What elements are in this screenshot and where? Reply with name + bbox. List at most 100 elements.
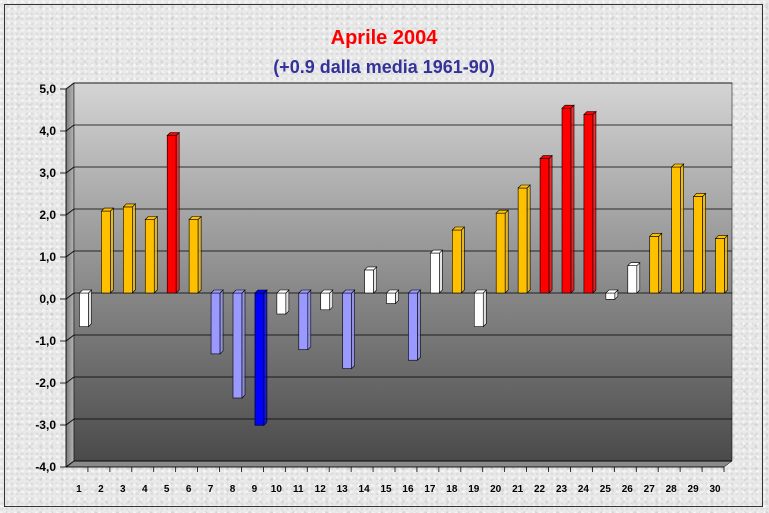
bar-top (320, 289, 334, 294)
bar-front (276, 292, 287, 315)
bar-front (627, 265, 638, 294)
bar-top (539, 155, 553, 159)
bar-front (232, 292, 243, 399)
bar-top (407, 289, 422, 294)
bar-front (210, 292, 221, 355)
bar-front (254, 292, 265, 426)
bar-front (649, 236, 660, 294)
bar (473, 289, 487, 328)
x-tick-label: 3 (120, 484, 126, 495)
bar-top (100, 207, 115, 212)
bar-top (122, 203, 137, 208)
bar-side (570, 104, 575, 294)
bar-top (188, 216, 202, 220)
x-tick-label: 23 (556, 484, 568, 495)
bar-top (232, 289, 246, 294)
gridline-depth (65, 376, 75, 384)
bar (78, 289, 93, 328)
bar (539, 154, 553, 294)
bar-top (144, 216, 158, 220)
bar-side (132, 203, 136, 294)
bar-top (670, 163, 685, 168)
chart-subtitle: (+0.9 dalla media 1961-90) (273, 57, 495, 77)
bar-side (219, 289, 224, 355)
x-tick-label: 18 (446, 484, 458, 495)
bar-top (692, 193, 707, 197)
gridline-depth (65, 334, 75, 342)
bar (495, 209, 509, 294)
bar-side (439, 249, 443, 294)
bar-front (386, 292, 396, 304)
gridline-depth (65, 460, 75, 468)
bar-top (166, 132, 180, 136)
bar-side (241, 289, 246, 399)
bar-side (263, 289, 268, 427)
bar (561, 104, 575, 294)
bar-top (78, 289, 93, 294)
bar-side (110, 207, 114, 294)
bar-front (693, 196, 703, 294)
bar (100, 207, 115, 294)
y-tick-label: -4,0 (35, 460, 56, 474)
gridline-depth (65, 82, 75, 90)
bar-side (636, 261, 641, 294)
bar (341, 289, 356, 370)
bar (407, 289, 422, 361)
x-tick-label: 29 (688, 484, 700, 495)
bar (583, 110, 597, 294)
bar (605, 289, 619, 301)
bar-front (144, 219, 155, 294)
gridline-depth (65, 124, 75, 132)
bar (670, 163, 685, 294)
bar-top (341, 289, 356, 294)
bar (649, 232, 663, 294)
x-tick-label: 14 (359, 484, 371, 495)
x-tick-label: 12 (315, 484, 327, 495)
bar-top (627, 262, 641, 267)
bar-side (526, 184, 531, 294)
plot-floor (65, 460, 733, 468)
x-tick-label: 15 (380, 484, 392, 495)
x-tick-label: 28 (666, 484, 678, 495)
y-tick-label: 1,0 (39, 250, 56, 264)
plot-area (73, 82, 733, 462)
chart-frame (4, 4, 763, 507)
bar-side (373, 266, 377, 294)
bar-side (592, 110, 597, 294)
bar-front (517, 187, 528, 294)
bar-side (702, 192, 706, 294)
gridline-depth (65, 292, 75, 300)
y-tick-label: -3,0 (35, 418, 56, 432)
bar-top (473, 289, 487, 294)
bar-side (153, 215, 158, 294)
x-tick-label: 10 (271, 484, 283, 495)
x-tick-label: 30 (709, 484, 721, 495)
bar-front (364, 269, 374, 294)
x-tick-label: 9 (252, 484, 258, 495)
bar (714, 234, 729, 294)
bar-top (276, 289, 290, 294)
bar-front (539, 158, 550, 294)
bar-top (495, 209, 509, 214)
bar-top (429, 249, 444, 254)
x-tick-label: 25 (600, 484, 612, 495)
x-tick-label: 20 (490, 484, 502, 495)
bar-top (210, 289, 224, 294)
bar (188, 215, 202, 294)
bar-side (482, 289, 487, 328)
y-tick-label: 2,0 (39, 208, 56, 222)
bar-side (680, 163, 684, 294)
bar-side (548, 154, 553, 294)
x-tick-label: 24 (578, 484, 590, 495)
bar-front (561, 107, 572, 294)
bar (232, 289, 246, 399)
bar-front (430, 252, 440, 294)
bar-side (461, 226, 465, 294)
y-tick-label: 3,0 (39, 166, 56, 180)
gridline-depth (65, 250, 75, 258)
bar (254, 289, 268, 427)
bar-front (408, 292, 418, 361)
bar-front (671, 166, 681, 294)
x-tick-label: 4 (142, 484, 148, 495)
